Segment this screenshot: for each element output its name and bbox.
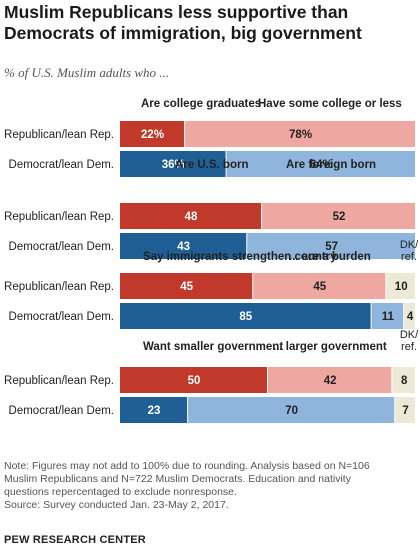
series-header-label: ref. [401, 341, 417, 353]
series-header-label: DK/ [400, 239, 419, 251]
series-header-label: Say immigrants strengthen country [143, 251, 337, 263]
bar-segment [120, 233, 247, 259]
bar-segment [120, 121, 185, 147]
bar-segment [268, 367, 392, 393]
bar-segment [247, 233, 415, 259]
data-label: 23 [148, 405, 161, 417]
bar-segment [253, 273, 386, 299]
chart-subtitle: % of U.S. Muslim adults who ... [4, 65, 170, 80]
bar-segment [188, 397, 395, 423]
bar-segment [185, 121, 415, 147]
series-header-label: Are college graduates [141, 98, 261, 110]
data-label: 22% [141, 129, 164, 141]
series-header-label: ... larger government [273, 341, 387, 353]
series-header-label: Want smaller government [143, 341, 283, 353]
source-org: PEW RESEARCH CENTER [4, 534, 146, 546]
series-header-label: ref. [401, 251, 417, 263]
bar-segment [226, 151, 415, 177]
series-header-label: Are foreign born [286, 159, 376, 171]
row-label: Republican/lean Rep. [4, 375, 114, 387]
data-label: 45 [180, 281, 193, 293]
bar-segment [120, 273, 253, 299]
data-label: 57 [325, 241, 338, 253]
row-label: Democrat/lean Dem. [9, 311, 114, 323]
bar-segment [120, 367, 267, 393]
data-label: 4 [407, 311, 414, 323]
note-line-3: questions repercentaged to exclude nonre… [4, 486, 237, 498]
row-label: Democrat/lean Dem. [9, 405, 114, 417]
row-label: Republican/lean Rep. [4, 129, 114, 141]
row-label: Republican/lean Rep. [4, 281, 114, 293]
series-header-label: Are U.S. born [175, 159, 248, 171]
bar-segment [262, 203, 415, 229]
data-label: 48 [185, 211, 198, 223]
bar-segment [371, 303, 404, 329]
bar-segment [404, 303, 415, 329]
bar-segment [120, 151, 226, 177]
data-label: 42 [324, 375, 337, 387]
data-label: 85 [239, 311, 252, 323]
bar-segment [395, 397, 415, 423]
data-label: 36% [162, 159, 185, 171]
series-header-label: DK/ [400, 329, 419, 341]
bar-segment [120, 203, 262, 229]
data-label: 70 [285, 405, 298, 417]
bar-segment [120, 303, 371, 329]
note-line-2: Muslim Republicans and N=722 Muslim Demo… [4, 473, 351, 485]
bar-segment [120, 397, 188, 423]
chart-title: Muslim Republicans less supportive than … [4, 2, 362, 43]
data-label: 43 [177, 241, 190, 253]
data-label: 8 [401, 375, 408, 387]
data-label: 11 [382, 311, 395, 323]
row-label: Democrat/lean Dem. [9, 241, 114, 253]
note-line-4: Source: Survey conducted Jan. 23-May 2, … [4, 499, 229, 511]
data-label: 7 [402, 405, 408, 417]
chart-note: Note: Figures may not add to 100% due to… [4, 460, 409, 512]
series-header-label: Have some college or less [258, 98, 402, 110]
note-line-1: Note: Figures may not add to 100% due to… [4, 460, 370, 472]
data-label: 50 [188, 375, 201, 387]
row-label: Democrat/lean Dem. [9, 159, 114, 171]
series-header-label: ... are a burden [289, 251, 371, 263]
bar-segment [386, 273, 415, 299]
data-label: 78% [289, 129, 312, 141]
data-label: 52 [333, 211, 346, 223]
row-label: Republican/lean Rep. [4, 211, 114, 223]
data-label: 64% [310, 159, 333, 171]
data-label: 10 [395, 281, 408, 293]
data-label: 45 [313, 281, 326, 293]
bar-segment [392, 367, 415, 393]
